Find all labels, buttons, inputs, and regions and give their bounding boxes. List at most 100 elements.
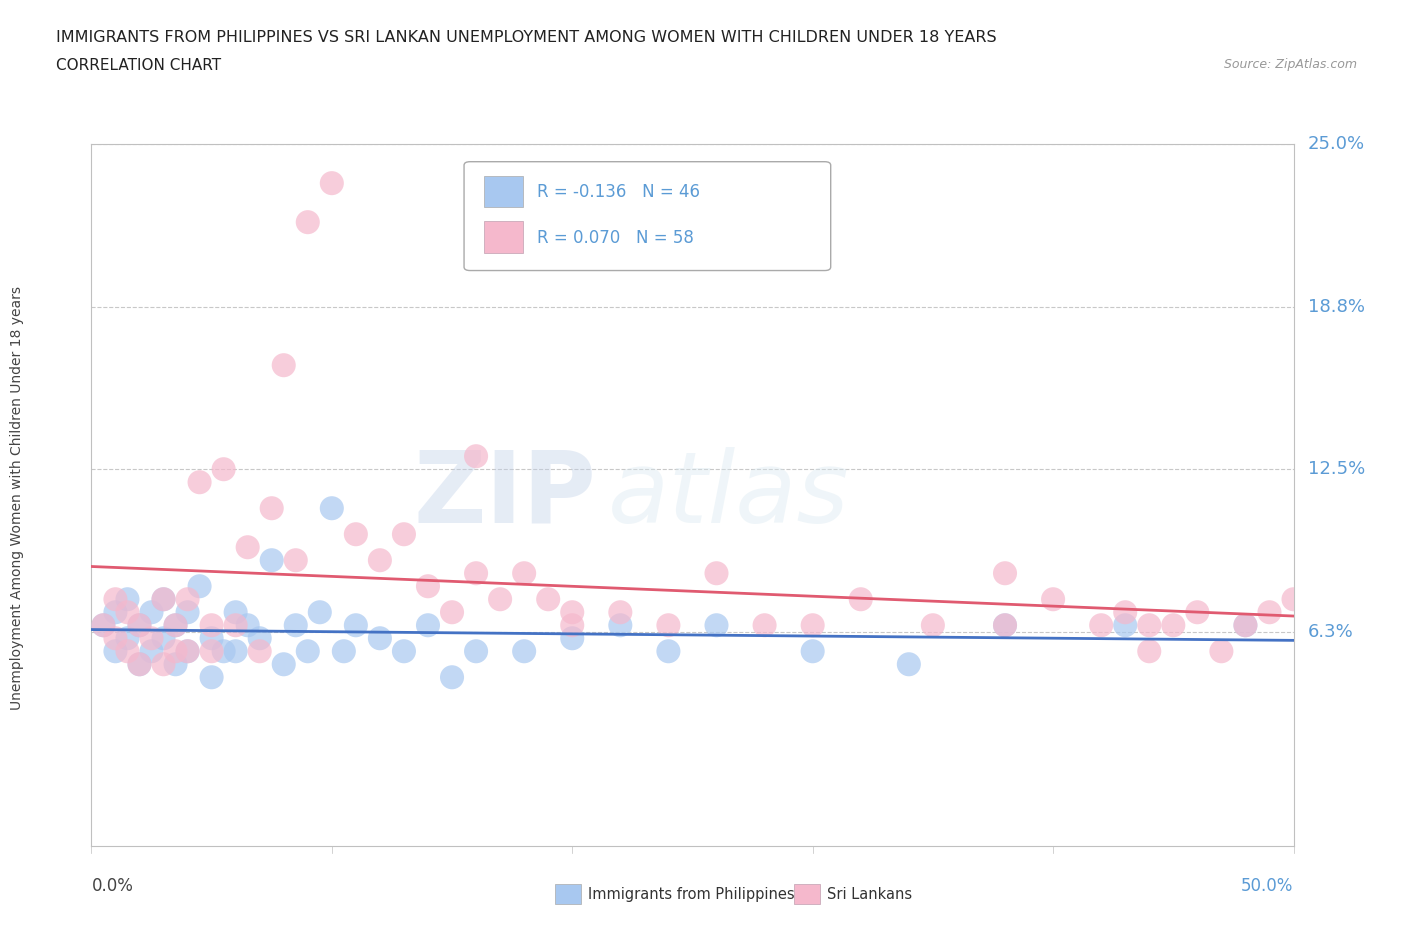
Text: atlas: atlas: [609, 446, 851, 544]
Point: [706, 565, 728, 580]
Text: ZIP: ZIP: [413, 446, 596, 544]
Point: [152, 591, 174, 606]
Point: [117, 591, 139, 606]
Point: [117, 644, 139, 658]
Point: [1234, 618, 1257, 632]
Point: [249, 631, 271, 645]
Point: [152, 591, 174, 606]
Point: [994, 618, 1017, 632]
Point: [657, 644, 679, 658]
Point: [561, 631, 583, 645]
Point: [297, 215, 319, 230]
Point: [922, 618, 945, 632]
Point: [416, 578, 439, 593]
Point: [465, 565, 488, 580]
Point: [212, 644, 235, 658]
Point: [104, 604, 127, 619]
Point: [225, 644, 247, 658]
Point: [513, 644, 536, 658]
Point: [225, 618, 247, 632]
Point: [1114, 618, 1136, 632]
Point: [93, 618, 115, 632]
Point: [1187, 604, 1209, 619]
Point: [225, 604, 247, 619]
Point: [392, 526, 415, 541]
Point: [801, 644, 824, 658]
Text: R = 0.070   N = 58: R = 0.070 N = 58: [537, 229, 695, 246]
Point: [1161, 618, 1184, 632]
Point: [609, 618, 631, 632]
Point: [104, 591, 127, 606]
Point: [561, 604, 583, 619]
Point: [440, 604, 463, 619]
Point: [1234, 618, 1257, 632]
Point: [308, 604, 330, 619]
Text: CORRELATION CHART: CORRELATION CHART: [56, 58, 221, 73]
Text: 6.3%: 6.3%: [1308, 623, 1354, 641]
Point: [152, 657, 174, 671]
Point: [1282, 591, 1305, 606]
Point: [141, 604, 163, 619]
Text: 0.0%: 0.0%: [91, 877, 134, 895]
Point: [201, 618, 224, 632]
Point: [333, 644, 356, 658]
Point: [176, 644, 198, 658]
Point: [561, 618, 583, 632]
Point: [141, 644, 163, 658]
Point: [93, 618, 115, 632]
Point: [117, 631, 139, 645]
Point: [1137, 618, 1160, 632]
Point: [344, 526, 367, 541]
Point: [236, 618, 259, 632]
Point: [201, 631, 224, 645]
Point: [801, 618, 824, 632]
Text: Unemployment Among Women with Children Under 18 years: Unemployment Among Women with Children U…: [10, 286, 24, 710]
Point: [176, 644, 198, 658]
Point: [1137, 644, 1160, 658]
Point: [1042, 591, 1064, 606]
Text: 12.5%: 12.5%: [1308, 460, 1365, 478]
Point: [657, 618, 679, 632]
FancyBboxPatch shape: [464, 162, 831, 271]
Point: [117, 604, 139, 619]
Point: [321, 500, 343, 515]
Point: [260, 500, 283, 515]
Point: [1090, 618, 1112, 632]
Point: [1211, 644, 1233, 658]
Point: [392, 644, 415, 658]
Point: [609, 604, 631, 619]
FancyBboxPatch shape: [485, 176, 523, 207]
Point: [152, 631, 174, 645]
Point: [201, 670, 224, 684]
Point: [104, 631, 127, 645]
Point: [416, 618, 439, 632]
Text: Immigrants from Philippines: Immigrants from Philippines: [588, 887, 794, 902]
Point: [188, 475, 211, 490]
Point: [188, 578, 211, 593]
Point: [344, 618, 367, 632]
Point: [368, 552, 391, 567]
Point: [128, 618, 150, 632]
Text: R = -0.136   N = 46: R = -0.136 N = 46: [537, 183, 700, 201]
Text: 25.0%: 25.0%: [1308, 135, 1365, 153]
Point: [513, 565, 536, 580]
Point: [440, 670, 463, 684]
Point: [165, 657, 187, 671]
Point: [176, 604, 198, 619]
Point: [321, 176, 343, 191]
Point: [128, 618, 150, 632]
Point: [994, 565, 1017, 580]
Text: 18.8%: 18.8%: [1308, 298, 1365, 315]
Point: [273, 358, 295, 373]
Point: [706, 618, 728, 632]
Point: [284, 552, 307, 567]
Point: [141, 631, 163, 645]
Point: [104, 644, 127, 658]
Text: 50.0%: 50.0%: [1241, 877, 1294, 895]
Point: [201, 644, 224, 658]
Point: [273, 657, 295, 671]
FancyBboxPatch shape: [485, 221, 523, 253]
Point: [465, 644, 488, 658]
Text: Source: ZipAtlas.com: Source: ZipAtlas.com: [1223, 58, 1357, 71]
Text: IMMIGRANTS FROM PHILIPPINES VS SRI LANKAN UNEMPLOYMENT AMONG WOMEN WITH CHILDREN: IMMIGRANTS FROM PHILIPPINES VS SRI LANKA…: [56, 30, 997, 45]
